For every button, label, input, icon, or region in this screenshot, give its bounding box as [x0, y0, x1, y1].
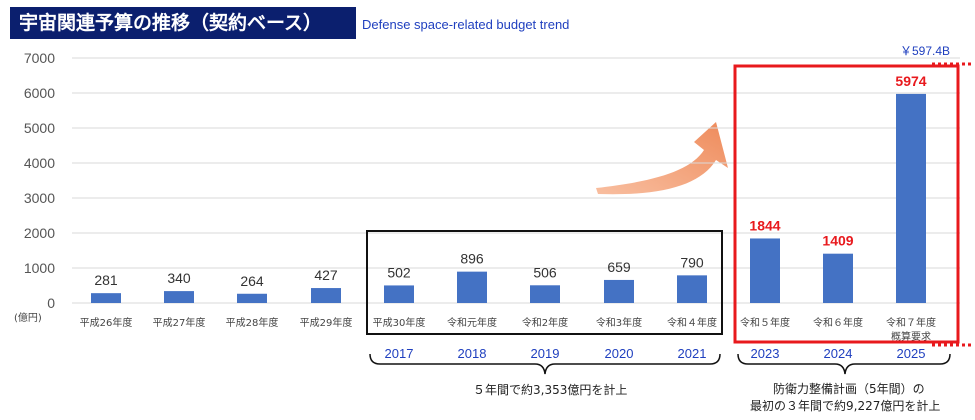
- note-group1: ５年間で約3,353億円を計上: [473, 382, 627, 397]
- x-tick-label: 平成29年度: [300, 316, 353, 329]
- bar: [750, 238, 780, 303]
- trend-arrow: [596, 122, 728, 195]
- x-tick-label: 平成30年度: [373, 316, 426, 329]
- bar: [823, 253, 853, 303]
- year-label: 2021: [678, 346, 707, 361]
- data-label: 1409: [822, 233, 853, 249]
- data-label: 790: [680, 254, 704, 270]
- chart-subtitle: Defense space-related budget trend: [362, 17, 570, 32]
- bar: [164, 291, 194, 303]
- x-tick-label: 令和４年度: [667, 316, 717, 329]
- y-axis-label: (億円): [14, 311, 42, 324]
- bar: [457, 271, 487, 303]
- brace-group2: [737, 353, 951, 375]
- bar: [311, 288, 341, 303]
- y-tick-label: 6000: [24, 85, 55, 101]
- x-tick-label: 令和3年度: [596, 316, 642, 329]
- bar: [384, 285, 414, 303]
- bar: [530, 285, 560, 303]
- x-tick-label: 令和７年度: [886, 316, 936, 329]
- budget-label: ￥597.4B: [900, 44, 950, 58]
- bar: [677, 275, 707, 303]
- data-label: 896: [460, 251, 484, 267]
- bar: [91, 293, 121, 303]
- bar: [896, 93, 926, 303]
- y-tick-label: 0: [47, 295, 55, 311]
- year-label: 2018: [458, 346, 487, 361]
- y-tick-label: 3000: [24, 190, 55, 206]
- data-label: 659: [607, 259, 631, 275]
- data-label: 264: [240, 273, 264, 289]
- year-label: 2020: [605, 346, 634, 361]
- group1-box: [366, 230, 723, 335]
- brace-group1: [369, 353, 721, 375]
- x-tick-label: 令和５年度: [740, 316, 790, 329]
- x-tick-label: 平成26年度: [80, 316, 133, 329]
- x-tick-label: 平成27年度: [153, 316, 206, 329]
- data-label: 340: [167, 270, 191, 286]
- data-label: 502: [387, 264, 411, 280]
- note-group2-line2: 最初の３年間で約9,227億円を計上: [750, 398, 940, 413]
- bar: [604, 279, 634, 303]
- y-tick-label: 4000: [24, 155, 55, 171]
- x-tick-label: 令和2年度: [522, 316, 568, 329]
- chart-title: 宇宙関連予算の推移（契約ベース）: [10, 7, 356, 39]
- year-label: 2024: [824, 346, 853, 361]
- bar: [237, 293, 267, 303]
- data-label: 1844: [749, 217, 780, 233]
- y-tick-label: 5000: [24, 120, 55, 136]
- y-tick-label: 2000: [24, 225, 55, 241]
- group2-box: [733, 64, 960, 344]
- data-label: 427: [314, 267, 338, 283]
- data-label: 506: [533, 264, 557, 280]
- x-tick-label: 平成28年度: [226, 316, 279, 329]
- data-label: 5974: [895, 73, 926, 89]
- x-tick-label: 令和元年度: [447, 316, 497, 329]
- note-group2-line1: 防衛力整備計画（5年間）の: [773, 381, 925, 396]
- data-label: 281: [94, 272, 118, 288]
- year-label: 2017: [385, 346, 414, 361]
- year-label: 2023: [751, 346, 780, 361]
- x-tick-sublabel: 概算要求: [891, 330, 931, 343]
- x-tick-label: 令和６年度: [813, 316, 863, 329]
- year-label: 2025: [897, 346, 926, 361]
- year-label: 2019: [531, 346, 560, 361]
- y-tick-label: 7000: [24, 50, 55, 66]
- y-tick-label: 1000: [24, 260, 55, 276]
